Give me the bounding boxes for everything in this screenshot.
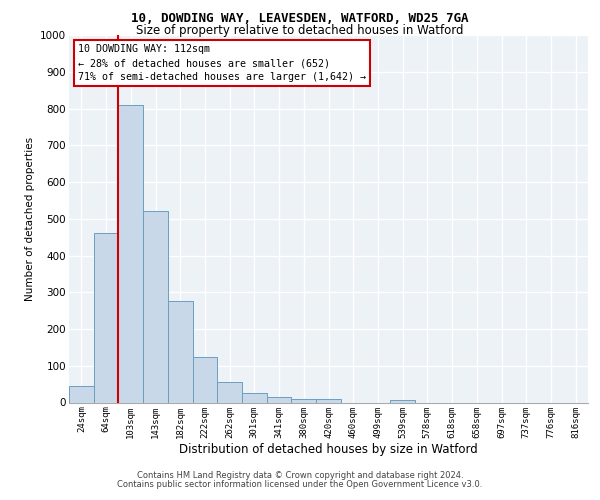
Bar [390,400,415,402]
Bar [118,105,143,403]
Bar [69,386,94,402]
Bar [94,234,118,402]
Text: 10, DOWDING WAY, LEAVESDEN, WATFORD, WD25 7GA: 10, DOWDING WAY, LEAVESDEN, WATFORD, WD2… [131,12,469,26]
Text: Contains HM Land Registry data © Crown copyright and database right 2024.: Contains HM Land Registry data © Crown c… [137,471,463,480]
Bar [316,399,341,402]
X-axis label: Distribution of detached houses by size in Watford: Distribution of detached houses by size … [179,443,478,456]
Bar [242,392,267,402]
Bar [267,397,292,402]
Bar [193,356,217,403]
Text: 10 DOWDING WAY: 112sqm
← 28% of detached houses are smaller (652)
71% of semi-de: 10 DOWDING WAY: 112sqm ← 28% of detached… [79,44,367,82]
Bar [168,302,193,402]
Bar [143,212,168,402]
Text: Size of property relative to detached houses in Watford: Size of property relative to detached ho… [136,24,464,37]
Bar [292,399,316,402]
Bar [217,382,242,402]
Text: Contains public sector information licensed under the Open Government Licence v3: Contains public sector information licen… [118,480,482,489]
Y-axis label: Number of detached properties: Number of detached properties [25,136,35,301]
